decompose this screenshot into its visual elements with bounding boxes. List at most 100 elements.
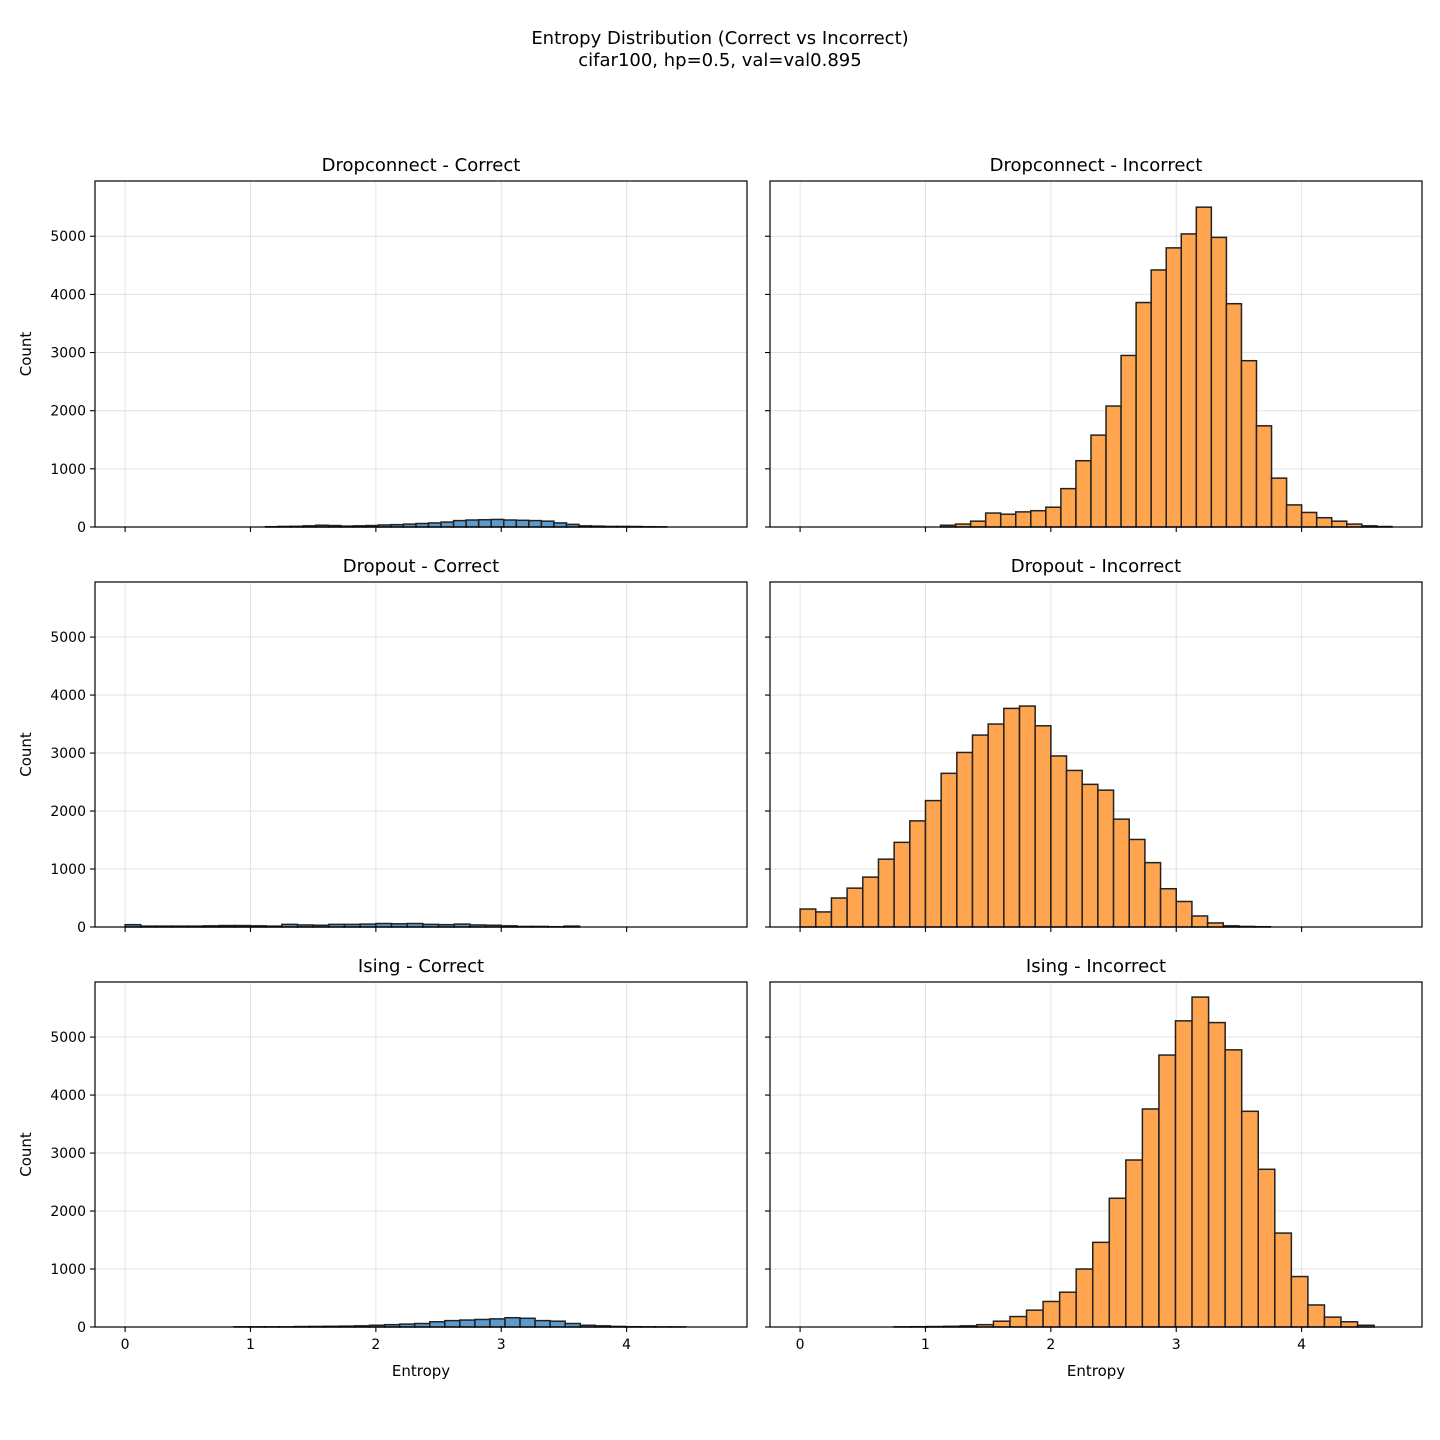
histogram-bar	[519, 1317, 536, 1328]
histogram-bar	[540, 520, 555, 528]
y-tick-label: 4000	[50, 1088, 86, 1104]
x-tick-label: 2	[371, 1337, 380, 1353]
histogram-bar	[1323, 1316, 1342, 1328]
histogram-bar	[1050, 755, 1068, 928]
panel-title: Ising - Incorrect	[1026, 956, 1166, 977]
panel-1: 0 1000 2000 3000 4000 5000 Dropconnect - Corre…	[17, 155, 748, 536]
plot-frame	[94, 581, 748, 928]
histogram-bar	[515, 519, 530, 528]
histogram-bar	[1060, 487, 1077, 528]
histogram-bar	[1108, 1197, 1127, 1328]
histogram-bar	[1075, 1268, 1094, 1328]
panel-5: 0 1 2 3 4 0 1000 2000 3000 4000 5000 Ising - Correc…	[17, 956, 748, 1380]
panel-title: Ising - Correct	[358, 956, 484, 977]
x-axis-label: Entropy	[1067, 1362, 1125, 1380]
histogram-bar	[1003, 707, 1021, 928]
histogram-bar	[1120, 354, 1137, 528]
panel-title: Dropconnect - Incorrect	[990, 155, 1203, 176]
histogram-bar	[1075, 459, 1092, 528]
x-tick-label: 3	[497, 1337, 506, 1353]
histogram-bar	[1206, 922, 1225, 928]
histogram-bar	[877, 858, 895, 928]
y-tick-label: 3000	[50, 346, 86, 362]
histogram-bar	[490, 518, 505, 528]
histogram-bar	[1091, 1241, 1111, 1328]
histogram-bar	[489, 1318, 506, 1328]
histogram-bar	[1191, 996, 1210, 1328]
histogram-bar	[528, 519, 543, 528]
x-tick-label: 4	[622, 1337, 631, 1353]
panel-title: Dropout - Correct	[343, 556, 499, 577]
histogram-bar	[1274, 1232, 1293, 1328]
panel-2: Dropconnect - Incorrect	[765, 155, 1423, 532]
plot-frame	[769, 180, 1423, 528]
panel-3: 0 1000 2000 3000 4000 5000 Dropout - Correct Co…	[17, 556, 748, 936]
histogram-bar	[477, 518, 492, 528]
histogram-bar	[1112, 818, 1130, 928]
histogram-bar	[909, 820, 927, 928]
y-tick-label: 0	[77, 1320, 86, 1336]
plot-frame	[769, 981, 1423, 1328]
y-tick-label: 1000	[50, 462, 86, 478]
histogram-bar	[862, 876, 880, 928]
y-tick-label: 1000	[50, 1262, 86, 1278]
histogram-bar	[893, 841, 911, 928]
histogram-bar	[553, 522, 568, 528]
figure-title: Entropy Distribution (Correct vs Incorre…	[531, 28, 908, 49]
histogram-bar	[1340, 1321, 1359, 1328]
histogram-bar	[1300, 511, 1318, 528]
x-axis-label: Entropy	[392, 1362, 450, 1380]
histogram-bar	[549, 1320, 566, 1328]
histogram-bar	[1210, 236, 1228, 528]
histogram-bar	[969, 520, 987, 528]
histogram-bar	[1015, 511, 1032, 528]
y-tick-label: 3000	[50, 746, 86, 762]
histogram-bar	[1330, 520, 1348, 528]
histogram-bar	[1225, 302, 1243, 528]
y-axis-label: Count	[17, 1132, 35, 1177]
y-tick-label: 5000	[50, 229, 86, 245]
histogram-bar	[1018, 705, 1036, 928]
histogram-bar	[1207, 1021, 1226, 1328]
y-tick-label: 2000	[50, 1204, 86, 1220]
histogram-bar	[956, 751, 974, 928]
histogram-bar	[940, 772, 958, 928]
histogram-bar	[1224, 1049, 1243, 1328]
histogram-bar	[1058, 1291, 1077, 1328]
histogram-bar	[452, 519, 467, 528]
histogram-bar	[971, 734, 989, 928]
histogram-bar	[427, 522, 442, 528]
histogram-bar	[1081, 783, 1099, 928]
x-tick-label: 3	[1172, 1337, 1181, 1353]
y-tick-label: 4000	[50, 688, 86, 704]
histogram-bar	[1240, 359, 1258, 528]
histogram-bar	[987, 723, 1005, 928]
histogram-bar	[440, 521, 455, 528]
histogram-bar	[1257, 1168, 1276, 1328]
histogram-bar	[474, 1318, 491, 1328]
histogram-bar	[503, 519, 518, 528]
histogram-bar	[1315, 516, 1333, 528]
y-tick-label: 0	[77, 520, 86, 536]
histogram-bar	[924, 799, 942, 928]
histogram-bar	[992, 1320, 1011, 1328]
histogram-bar	[1141, 1108, 1160, 1328]
y-tick-label: 3000	[50, 1146, 86, 1162]
histogram-bar	[1191, 915, 1209, 928]
histogram-bar	[815, 911, 833, 928]
figure-subtitle: cifar100, hp=0.5, val=val0.895	[578, 50, 861, 71]
y-tick-label: 4000	[50, 287, 86, 303]
x-tick-label: 2	[1046, 1337, 1055, 1353]
panel-title: Dropconnect - Correct	[322, 155, 521, 176]
histogram-bar	[1009, 1315, 1028, 1328]
x-tick-label: 0	[121, 1337, 130, 1353]
histogram-bar	[1034, 725, 1052, 928]
histogram-bar	[1045, 506, 1062, 528]
histogram-bar	[534, 1319, 551, 1328]
y-tick-label: 5000	[50, 630, 86, 646]
x-tick-label: 0	[796, 1337, 805, 1353]
y-tick-label: 5000	[50, 1030, 86, 1046]
panel-title: Dropout - Incorrect	[1011, 556, 1181, 577]
y-tick-label: 2000	[50, 404, 86, 420]
histogram-bar	[1180, 233, 1198, 528]
